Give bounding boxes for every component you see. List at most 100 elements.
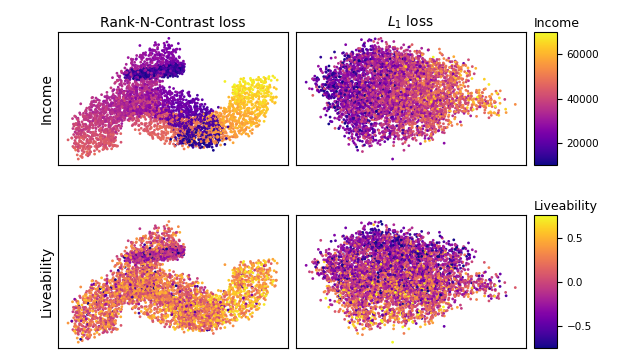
Point xyxy=(161,69,171,75)
Point xyxy=(120,70,131,75)
Point xyxy=(83,140,93,146)
Point xyxy=(192,96,202,102)
Point xyxy=(166,125,176,130)
Point xyxy=(431,62,441,68)
Point xyxy=(93,327,103,333)
Point xyxy=(417,253,428,259)
Point xyxy=(143,72,154,78)
Point xyxy=(225,102,236,107)
Point xyxy=(170,121,180,127)
Point xyxy=(228,91,239,97)
Point xyxy=(359,317,369,323)
Point xyxy=(397,258,407,264)
Point xyxy=(132,254,143,260)
Point xyxy=(159,73,169,79)
Point xyxy=(404,75,415,80)
Point xyxy=(173,70,183,75)
Point xyxy=(204,293,214,299)
Point xyxy=(432,300,442,306)
Point xyxy=(132,71,143,76)
Point xyxy=(417,265,428,271)
Point xyxy=(188,111,198,116)
Point xyxy=(248,77,259,83)
Point xyxy=(238,262,248,268)
Point xyxy=(171,46,181,52)
Point xyxy=(113,281,124,287)
Point xyxy=(127,281,137,287)
Point xyxy=(367,271,378,276)
Point xyxy=(360,315,371,321)
Point xyxy=(234,92,244,97)
Point xyxy=(383,101,393,107)
Point xyxy=(154,68,164,74)
Point xyxy=(150,71,161,77)
Point xyxy=(378,96,388,102)
Point xyxy=(363,112,373,118)
Point xyxy=(456,269,467,274)
Point xyxy=(356,236,367,242)
Point xyxy=(118,89,129,95)
Point xyxy=(412,234,422,239)
Point xyxy=(163,60,173,66)
Point xyxy=(351,122,362,127)
Point xyxy=(385,131,395,136)
Point xyxy=(383,94,393,99)
Point xyxy=(388,250,398,255)
Point xyxy=(398,254,408,260)
Point xyxy=(389,255,399,261)
Point xyxy=(384,103,394,108)
Point xyxy=(138,284,148,290)
Point xyxy=(179,126,189,132)
Point xyxy=(359,224,369,230)
Point xyxy=(423,59,433,65)
Point xyxy=(147,254,157,260)
Point xyxy=(218,108,228,114)
Point xyxy=(128,101,138,107)
Point xyxy=(410,79,420,85)
Point xyxy=(138,108,148,113)
Point xyxy=(195,140,205,145)
Point xyxy=(74,119,84,125)
Point xyxy=(168,311,178,317)
Point xyxy=(140,291,150,297)
Point xyxy=(92,135,102,141)
Point xyxy=(129,76,139,81)
Point xyxy=(444,252,454,258)
Point xyxy=(139,88,149,93)
Point xyxy=(129,243,140,248)
Point xyxy=(170,255,180,260)
Point xyxy=(117,284,127,290)
Point xyxy=(118,283,129,289)
Point xyxy=(330,247,340,253)
Point xyxy=(399,74,410,80)
Point xyxy=(355,264,365,269)
Point xyxy=(399,71,409,77)
Point xyxy=(214,129,224,135)
Point xyxy=(413,295,424,300)
Point xyxy=(255,99,265,104)
Point xyxy=(257,85,268,90)
Point xyxy=(157,298,168,304)
Point xyxy=(214,124,224,130)
Point xyxy=(212,133,223,139)
Point xyxy=(235,303,245,309)
Point xyxy=(142,79,152,85)
Point xyxy=(379,75,389,80)
Point xyxy=(119,294,129,300)
Point xyxy=(415,98,425,104)
Point xyxy=(370,280,380,285)
Point xyxy=(452,103,462,109)
Point xyxy=(173,252,184,258)
Point xyxy=(401,118,412,124)
Point xyxy=(418,291,428,297)
Point xyxy=(227,103,237,109)
Point xyxy=(335,252,345,258)
Point xyxy=(148,55,158,61)
Point xyxy=(466,290,476,296)
Point xyxy=(95,121,106,127)
Point xyxy=(110,321,120,326)
Point xyxy=(383,245,393,251)
Point xyxy=(426,257,436,262)
Point xyxy=(122,283,132,289)
Point xyxy=(351,47,362,53)
